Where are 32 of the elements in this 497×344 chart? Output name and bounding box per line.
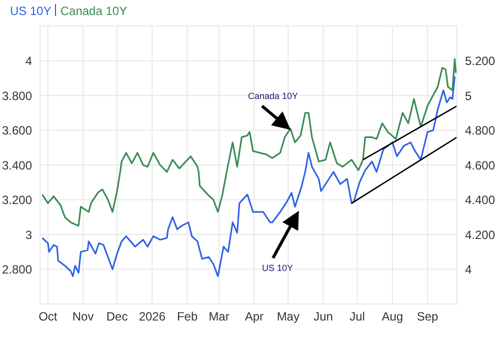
x-tick-label: 2026: [138, 310, 166, 324]
x-tick-label: May: [276, 310, 300, 324]
x-tick-label: Sep: [416, 310, 439, 324]
y2-tick-label: 4.200: [465, 228, 496, 242]
x-tick-label: Feb: [176, 310, 198, 324]
line-series: [41, 58, 457, 227]
x-tick-label: Oct: [38, 310, 58, 324]
y-tick-label: 3.200: [2, 193, 32, 208]
y-tick-label: 2.800: [2, 262, 32, 277]
y2-tick-label: 5: [465, 88, 472, 103]
x-tick-label: Mar: [208, 310, 230, 324]
x-tick-label: Apr: [244, 310, 264, 324]
x-tick-label: Nov: [72, 310, 94, 324]
annotation: Canada 10Y: [248, 91, 298, 101]
text: US 10Y: [10, 4, 52, 18]
x-tick-label: Dec: [106, 310, 128, 324]
y2-tick-label: 4.800: [465, 124, 496, 138]
y2-tick-label: 4.400: [465, 193, 496, 208]
y-tick-label: 4: [25, 54, 32, 68]
annotation: US 10Y: [262, 263, 294, 273]
y-tick-label: 3: [25, 228, 32, 242]
y2-tick-label: 4: [465, 262, 472, 277]
y-tick-label: 3.800: [2, 88, 32, 103]
y2-tick-label: 5.200: [465, 54, 496, 68]
line-series: [41, 76, 456, 277]
x-tick-label: Jul: [350, 310, 365, 324]
y2-tick-label: 4.600: [465, 158, 496, 172]
x-tick-label: Aug: [382, 310, 404, 324]
y-tick-label: 3.600: [2, 124, 32, 138]
text: Canada 10Y: [60, 4, 128, 18]
y-tick-label: 3.400: [2, 158, 32, 172]
x-tick-label: Jun: [314, 310, 333, 324]
